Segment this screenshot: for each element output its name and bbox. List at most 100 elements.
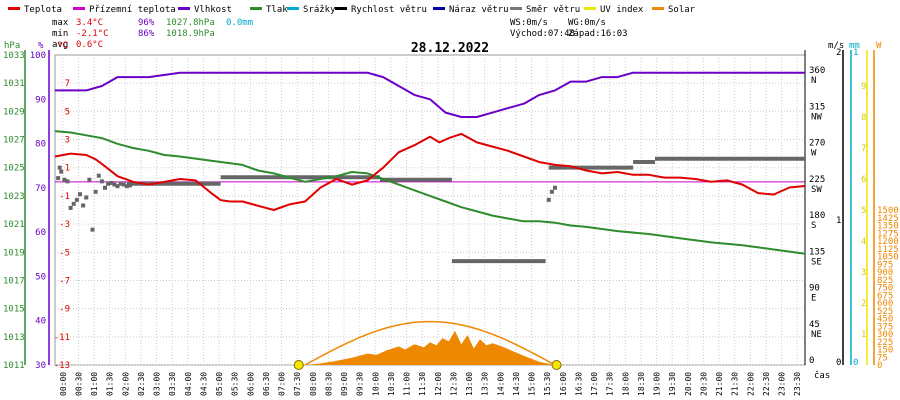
direction-tick: 90 <box>809 284 820 294</box>
pressure-tick: 1021 <box>3 220 25 230</box>
x-tick-label: 16:30 <box>574 372 583 396</box>
x-tick-label: 13:00 <box>465 372 474 396</box>
solar-tick: 600 <box>877 299 893 309</box>
temperature-tick: -3 <box>59 220 70 230</box>
rain-tick: 0 <box>853 358 858 368</box>
solar-tick: 225 <box>877 338 893 348</box>
temperature-tick: 3 <box>65 136 70 146</box>
wind-direction-point <box>59 169 64 174</box>
x-tick-label: 21:00 <box>715 372 724 396</box>
temperature-tick: 5 <box>65 107 70 117</box>
uv-tick: 6 <box>861 175 866 185</box>
x-tick-label: 10:30 <box>387 372 396 396</box>
sun-marker <box>551 360 562 370</box>
legend-swatch <box>510 7 522 10</box>
legend-label: UV index <box>600 5 644 15</box>
direction-tick-label: NE <box>811 330 822 340</box>
x-tick-label: 12:00 <box>434 372 443 396</box>
solar-tick: 450 <box>877 315 893 325</box>
stat-max-label: max <box>52 18 69 28</box>
wind-direction-point <box>546 197 551 202</box>
pressure-tick: 1011 <box>3 361 25 371</box>
legend-label: Solar <box>668 5 696 15</box>
x-tick-label: 02:30 <box>137 372 146 396</box>
uv-tick: 2 <box>861 299 866 309</box>
temperature-line <box>54 132 806 211</box>
solar-tick: 150 <box>877 346 893 356</box>
wind-direction-point <box>56 176 61 181</box>
legend-swatch <box>335 7 347 10</box>
humidity-tick: 40 <box>35 317 46 327</box>
x-tick-label: 11:00 <box>403 372 412 396</box>
x-tick-label: 18:00 <box>621 372 630 396</box>
stat-min-temp: -2.1°C <box>76 29 109 39</box>
wind-gust-info: WG:0m/s <box>568 18 606 28</box>
legend-label: Srážky <box>303 5 336 15</box>
x-tick-label: 00:30 <box>74 372 83 396</box>
x-tick-label: 04:30 <box>199 372 208 396</box>
direction-tick-label: SE <box>811 257 822 267</box>
legend-label: Vlhkost <box>194 5 232 15</box>
pressure-tick: 1019 <box>3 248 25 258</box>
solar-tick: 1275 <box>877 229 899 239</box>
pressure-tick: 1027 <box>3 136 25 146</box>
wind-direction-point <box>121 182 126 187</box>
sunset-info: Západ:16:03 <box>568 29 628 39</box>
uv-tick: 4 <box>861 237 866 247</box>
uv-tick: 7 <box>861 144 866 154</box>
direction-tick-label: E <box>811 294 816 304</box>
x-tick-label: 07:00 <box>278 372 287 396</box>
x-tick-label: 07:30 <box>293 372 302 396</box>
wind-direction-point <box>74 197 79 202</box>
x-tick-label: 16:00 <box>559 372 568 396</box>
temperature-tick: 7 <box>65 79 70 89</box>
x-tick-label: 12:30 <box>449 372 458 396</box>
rain-tick: 1 <box>853 48 858 58</box>
stat-max-rain: 0.0mm <box>226 18 253 28</box>
wind-direction-point <box>103 185 107 190</box>
pressure-tick: 1015 <box>3 305 25 315</box>
wind-direction-point <box>128 183 132 188</box>
legend-swatch <box>250 7 262 10</box>
humidity-tick: 60 <box>35 228 46 238</box>
pressure-tick: 1033 <box>3 51 25 61</box>
solar-tick: 975 <box>877 260 893 270</box>
pressure-tick: 1031 <box>3 79 25 89</box>
solar-max-curve <box>304 320 556 366</box>
direction-tick-label: W <box>811 149 817 159</box>
solar-tick: 1050 <box>877 253 899 263</box>
wind-direction-point <box>62 177 67 182</box>
direction-tick-label: SW <box>811 185 822 195</box>
wind-speed-info: WS:0m/s <box>510 18 548 28</box>
stat-max-temp: 3.4°C <box>76 18 103 28</box>
x-tick-label: 01:00 <box>90 372 99 396</box>
pressure-tick: 1013 <box>3 333 25 343</box>
x-tick-label: 05:00 <box>215 372 224 396</box>
wind-direction-point <box>68 205 73 210</box>
solar-tick: 900 <box>877 268 893 278</box>
wind-tick: 0 <box>836 358 841 368</box>
wind-direction-point <box>553 185 557 190</box>
uv-tick: 1 <box>861 330 866 340</box>
solar-tick: 1500 <box>877 206 899 216</box>
x-tick-label: 09:00 <box>340 372 349 396</box>
wind-direction-point <box>106 181 111 186</box>
x-tick-label: 20:30 <box>699 372 708 396</box>
x-tick-label: 00:00 <box>59 372 68 396</box>
wind-direction-point <box>109 180 114 185</box>
pressure-tick: 1029 <box>3 107 25 117</box>
stat-max-press: 1027.8hPa <box>166 18 215 28</box>
humidity-tick: 30 <box>35 361 46 371</box>
pressure-axis-title: hPa <box>4 41 20 51</box>
direction-tick: 225 <box>809 175 825 185</box>
plot-area <box>54 71 806 370</box>
x-tick-label: 18:30 <box>637 372 646 396</box>
temperature-tick: -13 <box>54 361 70 371</box>
chart-title: 28.12.2022 <box>411 41 489 56</box>
direction-tick: 360 <box>809 66 825 76</box>
wind-direction-point <box>115 184 120 189</box>
temperature-tick: -9 <box>59 305 70 315</box>
solar-axis-title: W <box>876 41 882 51</box>
stat-avg-label: avg <box>52 40 68 50</box>
wind-direction-point <box>93 189 98 194</box>
